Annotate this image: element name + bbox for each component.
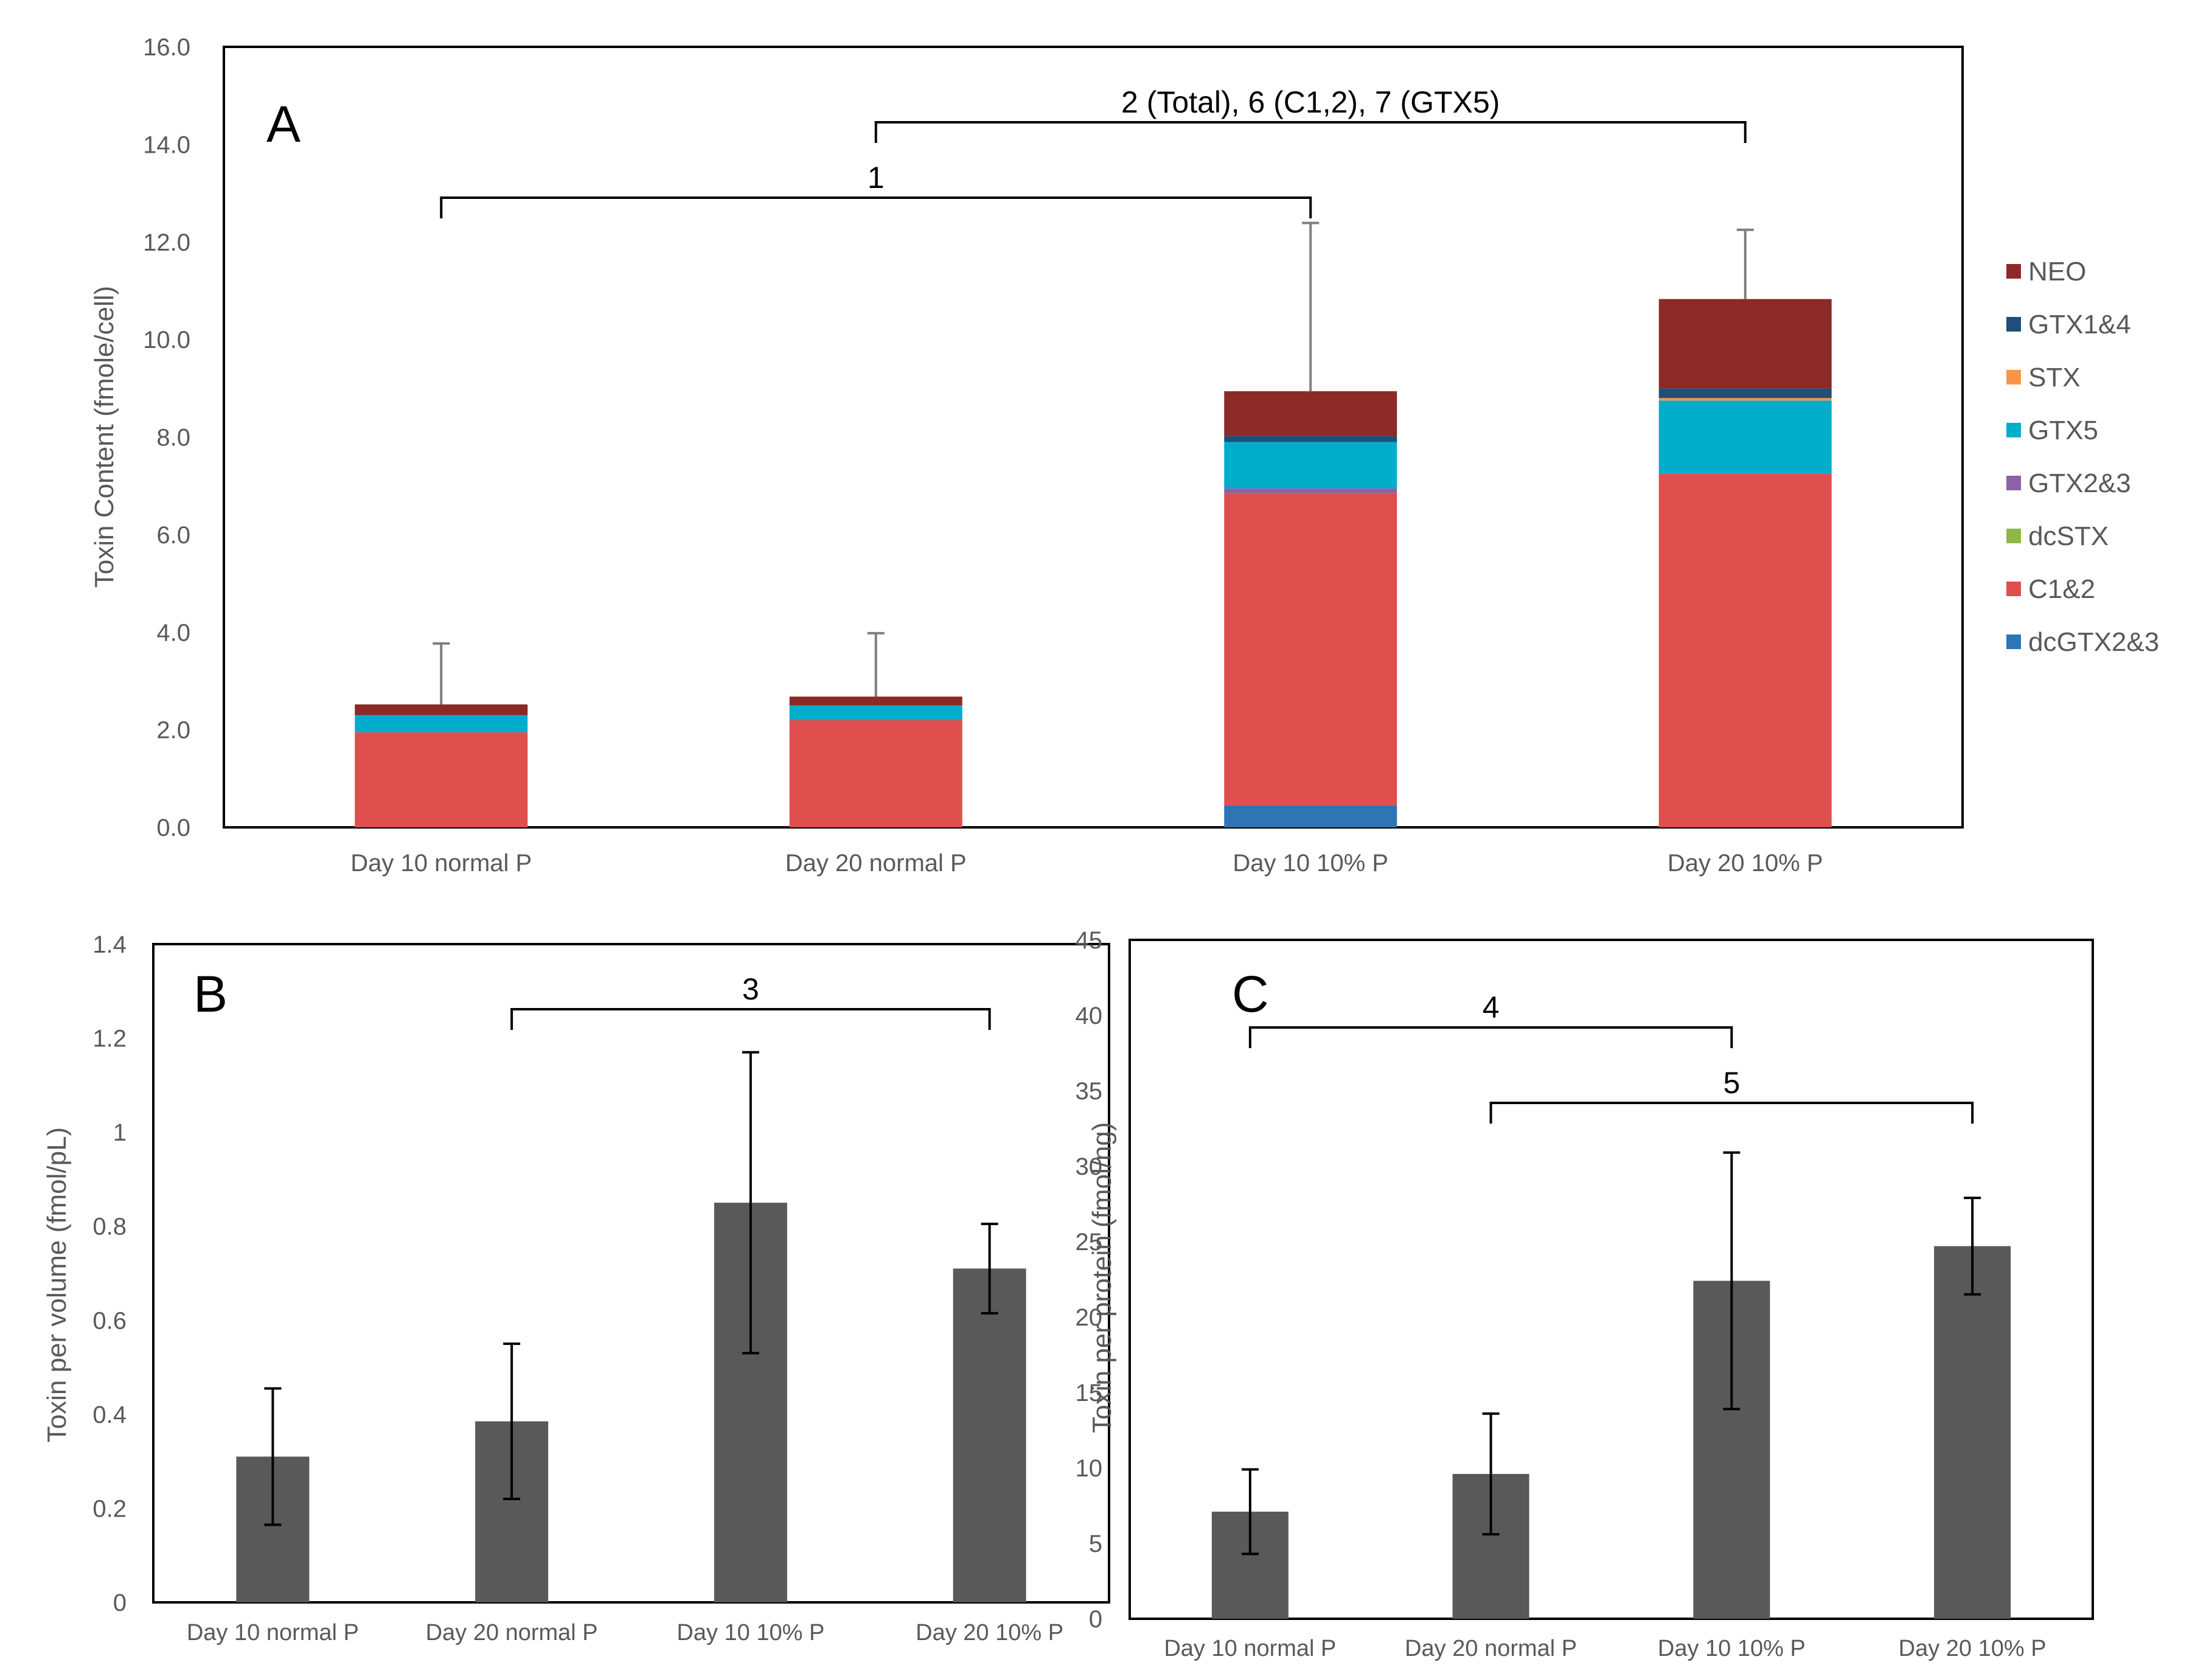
panel-a-y-axis-label: Toxin Content (fmole/cell) <box>89 286 119 588</box>
bar-segment <box>789 720 962 827</box>
y-tick-label: 20 <box>1076 1304 1103 1331</box>
y-tick-label: 30 <box>1076 1153 1103 1180</box>
significance-label: 4 <box>1483 990 1500 1024</box>
y-tick-label: 1.4 <box>92 931 127 958</box>
legend-swatch <box>2006 264 2021 279</box>
legend-label: GTX5 <box>2028 415 2098 445</box>
x-tick-label: Day 20 normal P <box>785 850 967 877</box>
panel-a-plot: 0.0 2.0 4.0 6.0 8.0 10.0 12.0 14.0 16.0 Day 10 no… <box>143 34 1832 877</box>
bar-segment <box>1224 805 1397 827</box>
significance-label: 3 <box>742 972 759 1006</box>
panel-b-plot: 0 0.2 0.4 0.6 0.8 1 1.2 1.4 Day 10 normal P Day 2… <box>92 931 1063 1646</box>
legend-label: STX <box>2028 363 2081 392</box>
y-tick-label: 0.2 <box>92 1495 127 1522</box>
x-tick-label: Day 10 normal P <box>350 850 532 877</box>
bar-segment <box>1224 442 1397 488</box>
significance-bracket <box>510 1008 991 1030</box>
y-tick-label: 0 <box>113 1590 127 1616</box>
panel-b-frame <box>152 943 1110 1604</box>
y-tick-label: 8.0 <box>156 425 190 451</box>
legend-swatch <box>2006 370 2021 384</box>
panel-c-frame <box>1129 939 2094 1620</box>
y-tick-label: 0.8 <box>92 1214 127 1240</box>
y-tick-label: 1.2 <box>92 1026 127 1052</box>
legend-swatch <box>2006 634 2021 649</box>
significance-label: 2 (Total), 6 (C1,2), 7 (GTX5) <box>1121 85 1500 119</box>
y-tick-label: 5 <box>1089 1531 1102 1557</box>
bar-segment <box>1224 391 1397 436</box>
legend-swatch <box>2006 582 2021 596</box>
x-tick-label: Day 20 10% P <box>1668 850 1823 877</box>
legend-label: dcSTX <box>2028 521 2109 551</box>
bar <box>953 1268 1026 1602</box>
legend-swatch <box>2006 317 2021 332</box>
bar-segment <box>789 705 962 720</box>
bar-segment <box>1658 473 1832 827</box>
x-tick-label: Day 20 10% P <box>1899 1636 2047 1661</box>
y-tick-label: 0 <box>1089 1606 1102 1633</box>
bar-segment <box>1224 436 1397 442</box>
y-tick-label: 1 <box>113 1119 127 1146</box>
bar-segment <box>355 704 528 715</box>
panel-a-label: A <box>266 96 301 153</box>
significance-bracket <box>874 121 1747 143</box>
panel-c-y-axis-label: Toxin per protein (fmol/ng) <box>1087 1122 1117 1433</box>
x-tick-label: Day 20 10% P <box>916 1620 1063 1646</box>
x-tick-label: Day 10 normal P <box>1164 1636 1336 1661</box>
bar-segment <box>1224 493 1397 805</box>
significance-label: 1 <box>868 161 885 195</box>
legend-label: C1&2 <box>2028 574 2095 604</box>
y-tick-label: 45 <box>1076 927 1103 954</box>
x-tick-label: Day 10 10% P <box>1658 1636 1806 1661</box>
panel-b-label: B <box>193 965 228 1023</box>
bar-segment <box>355 715 528 732</box>
legend-label: NEO <box>2028 257 2086 287</box>
y-tick-label: 40 <box>1076 1003 1103 1029</box>
y-tick-label: 6.0 <box>156 522 190 549</box>
y-tick-label: 4.0 <box>156 619 190 646</box>
bar-segment <box>1658 299 1832 389</box>
legend-swatch <box>2006 529 2021 543</box>
bar-segment <box>1224 488 1397 493</box>
legend-swatch <box>2006 423 2021 437</box>
x-tick-label: Day 10 10% P <box>676 1620 824 1646</box>
legend-label: GTX2&3 <box>2028 468 2131 498</box>
bar-segment <box>1658 400 1832 474</box>
bar-segment <box>1658 388 1832 398</box>
y-tick-label: 16.0 <box>143 34 190 61</box>
significance-bracket <box>1489 1102 1974 1124</box>
panel-b-y-axis-label: Toxin per volume (fmol/pL) <box>42 1127 72 1442</box>
significance-label: 5 <box>1723 1066 1740 1100</box>
bar-segment <box>1658 398 1832 401</box>
bar-segment <box>789 697 962 706</box>
y-tick-label: 35 <box>1076 1078 1103 1105</box>
y-tick-label: 0.4 <box>92 1402 127 1428</box>
bar-segment <box>355 732 528 827</box>
y-tick-label: 25 <box>1076 1229 1103 1256</box>
legend-label: GTX1&4 <box>2028 310 2131 339</box>
y-tick-label: 0.0 <box>156 815 190 841</box>
y-tick-label: 10.0 <box>143 327 190 353</box>
bar <box>1934 1246 2011 1619</box>
y-tick-label: 0.6 <box>92 1307 127 1334</box>
x-tick-label: Day 10 10% P <box>1233 850 1388 877</box>
y-tick-label: 2.0 <box>156 717 190 744</box>
legend-swatch <box>2006 476 2021 490</box>
y-tick-label: 14.0 <box>143 131 190 158</box>
y-tick-label: 10 <box>1076 1455 1103 1482</box>
significance-bracket <box>440 196 1312 218</box>
significance-bracket <box>1248 1026 1733 1048</box>
panel-c-label: C <box>1232 965 1269 1023</box>
x-tick-label: Day 20 normal P <box>1405 1636 1577 1661</box>
panel-a-legend: NEO GTX1&4 STX GTX5 GTX2&3 dcSTX C1&2 dcGTX2&3 <box>2006 257 2159 657</box>
y-tick-label: 12.0 <box>143 229 190 256</box>
legend-label: dcGTX2&3 <box>2028 627 2159 657</box>
x-tick-label: Day 20 normal P <box>426 1620 598 1646</box>
x-tick-label: Day 10 normal P <box>187 1620 359 1646</box>
y-tick-label: 15 <box>1076 1380 1103 1406</box>
panel-a-frame <box>223 46 1964 829</box>
